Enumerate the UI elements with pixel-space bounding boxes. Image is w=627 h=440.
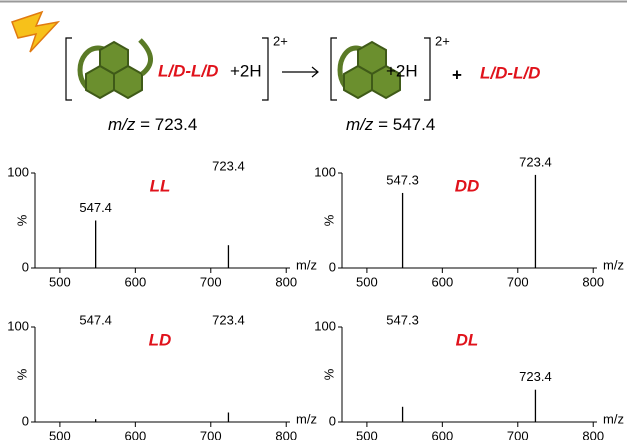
y-tick-label: 100 [314,318,336,333]
product-h: +2H [386,61,418,80]
x-axis-label: m/z [296,411,317,426]
y-axis-label: % [321,214,336,226]
x-tick-label: 500 [49,428,71,440]
mz-value: = 547.4 [378,115,435,134]
x-tick-label: 600 [431,274,453,289]
x-tick-label: 800 [275,274,297,289]
reactant-tag: L/D-L/D [158,61,218,80]
y-tick-label: 100 [7,164,29,179]
y-tick-label: 100 [314,164,336,179]
x-tick-label: 500 [356,274,378,289]
x-tick-label: 700 [507,274,529,289]
y-axis-label: % [14,214,29,226]
x-tick-label: 700 [507,428,529,440]
y-tick-label: 0 [329,413,336,428]
product-mz: m/z = 547.4 [346,115,435,134]
x-tick-label: 800 [582,274,604,289]
charge: 2+ [273,33,288,48]
x-tick-label: 600 [124,428,146,440]
peak-label: 547.3 [386,172,419,187]
chart-title: DL [456,330,479,349]
peak-label: 723.4 [519,154,552,169]
mz-italic: m/z [108,115,136,134]
x-axis-label: m/z [603,257,624,272]
reactant-h: +2H [230,61,262,80]
y-axis-label: % [321,368,336,380]
peak-label: 723.4 [212,158,245,173]
y-tick-label: 100 [7,318,29,333]
peak-label: 723.4 [212,312,245,327]
x-tick-label: 600 [124,274,146,289]
chart-title: DD [455,176,480,195]
figure: L/D-L/D +2H 2+ m/z = 723.4 +2H 2+ + L/D-… [0,0,627,440]
mz-value: = 723.4 [140,115,197,134]
x-tick-label: 700 [200,428,222,440]
x-tick-label: 700 [200,274,222,289]
chart-title: LL [150,176,171,195]
mz-italic: m/z [346,115,374,134]
molecule-icon [80,40,151,98]
reactant-mz: m/z = 723.4 [108,115,197,134]
x-tick-label: 800 [275,428,297,440]
bracket [424,38,430,100]
y-axis-label: % [14,368,29,380]
y-tick-label: 0 [22,259,29,274]
released-tag: L/D-L/D [480,63,540,82]
x-tick-label: 600 [431,428,453,440]
x-tick-label: 500 [356,428,378,440]
x-axis-label: m/z [603,411,624,426]
lightning-icon [12,12,58,52]
bracket [331,38,337,100]
x-axis-label: m/z [296,257,317,272]
peak-label: 547.3 [386,312,419,327]
x-tick-label: 800 [582,428,604,440]
bracket [66,38,72,100]
x-tick-label: 500 [49,274,71,289]
plus-sign: + [452,65,462,84]
bracket [262,38,268,100]
y-tick-label: 0 [329,259,336,274]
chart-title: LD [149,330,172,349]
peak-label: 723.4 [519,369,552,384]
y-tick-label: 0 [22,413,29,428]
peak-label: 547.4 [79,200,112,215]
charge: 2+ [435,33,450,48]
peak-label: 547.4 [79,312,112,327]
